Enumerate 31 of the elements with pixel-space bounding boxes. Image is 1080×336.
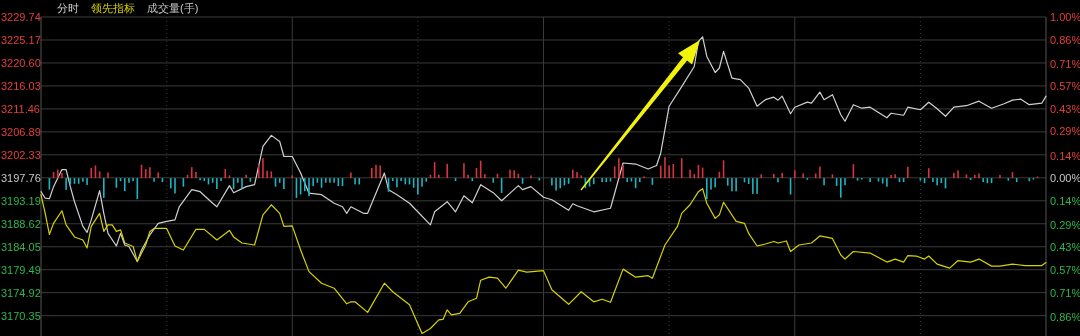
ytick: 3193.19 xyxy=(1,194,41,207)
y2tick: 0.57% xyxy=(1050,263,1080,276)
ytick: 3174.92 xyxy=(1,286,41,299)
ytick: 3188.62 xyxy=(1,217,41,230)
series-name: 分时 xyxy=(57,2,79,14)
y2tick: 0.14% xyxy=(1050,149,1080,162)
y2tick: 0.71% xyxy=(1050,286,1080,299)
y2tick: 0.14% xyxy=(1050,194,1080,207)
ytick: 3202.33 xyxy=(1,148,41,161)
y2tick: 0.57% xyxy=(1050,80,1080,93)
ytick: 3197.76 xyxy=(1,171,41,184)
title: 成交量(手) xyxy=(147,2,199,14)
y2tick: 0.29% xyxy=(1050,125,1080,138)
ytick: 3229.74 xyxy=(1,11,41,23)
y2tick: 0.43% xyxy=(1050,241,1080,254)
y2tick: 0.71% xyxy=(1050,57,1080,70)
ytick: 3184.05 xyxy=(1,240,41,253)
series-name: 领先指标 xyxy=(91,2,135,14)
y2tick: 0.00% xyxy=(1050,172,1080,185)
ytick: 3211.46 xyxy=(1,102,40,115)
ytick: 3225.17 xyxy=(1,34,41,46)
ytick: 3220.60 xyxy=(1,56,41,69)
y2tick: 0.29% xyxy=(1050,218,1080,231)
ytick: 3206.89 xyxy=(1,125,41,138)
ytick: 3216.03 xyxy=(1,79,41,92)
y2tick: 0.43% xyxy=(1050,102,1080,115)
y2tick: 0.86% xyxy=(1050,310,1080,323)
y2tick: 0.86% xyxy=(1050,33,1080,46)
ytick: 3170.35 xyxy=(1,309,41,322)
ytick: 3179.49 xyxy=(1,263,41,276)
y2tick: 1.00% xyxy=(1050,11,1080,23)
